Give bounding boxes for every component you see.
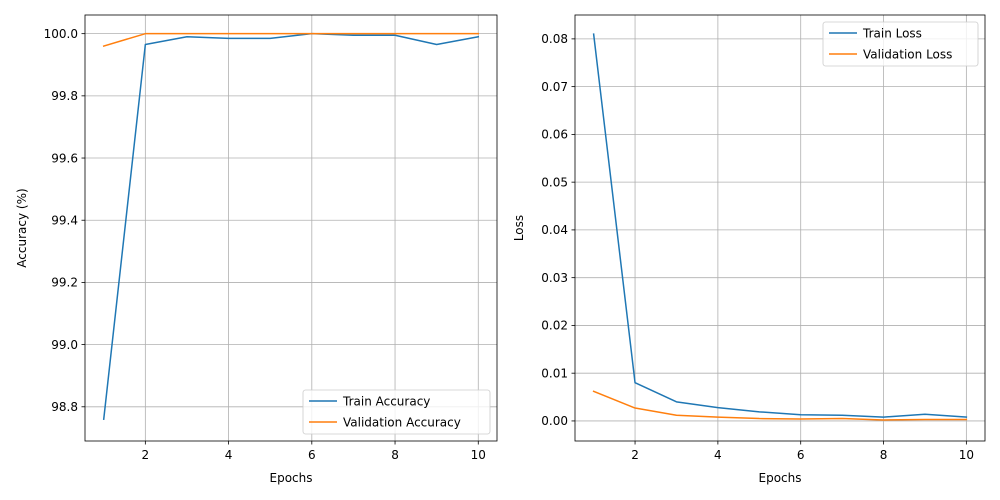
- loss-legend: Train Loss Validation Loss: [822, 21, 979, 67]
- accuracy-y-axis-label: Accuracy (%): [15, 188, 29, 267]
- accuracy-y-tick-label: 98.8: [51, 400, 78, 414]
- loss-x-tick-label: 4: [714, 448, 722, 462]
- accuracy-x-tick-label: 6: [308, 448, 316, 462]
- loss-y-tick-label: 0.06: [541, 128, 568, 142]
- loss-x-tick-label: 10: [959, 448, 974, 462]
- accuracy-series-validation-line: [102, 32, 480, 48]
- accuracy-y-tick-label: 99.0: [51, 338, 78, 352]
- loss-x-axis-label: Epochs: [759, 471, 802, 485]
- loss-x-tick-label: 8: [880, 448, 888, 462]
- accuracy-legend-box: [302, 389, 491, 435]
- accuracy-x-tick-label: 10: [471, 448, 486, 462]
- accuracy-y-tick-label: 99.6: [51, 151, 78, 165]
- loss-y-tick-label: 0.05: [541, 175, 568, 189]
- accuracy-legend-label-validation: Validation Accuracy: [343, 415, 461, 429]
- loss-chart: 2 4 6 8 10 0.00 0.01 0.02 0.03 0.04 0.05 0.06 0.07 0.…: [512, 14, 986, 485]
- accuracy-chart: 2 4 6 8 10 98.8 99.0 99.2 99.4 99.6 99.8 100.0 Epoch…: [15, 14, 498, 485]
- accuracy-x-tick-label: 4: [225, 448, 233, 462]
- loss-y-tick-label: 0.07: [541, 80, 568, 94]
- loss-y-tick-label: 0.01: [541, 366, 568, 380]
- loss-y-tick-label: 0.03: [541, 271, 568, 285]
- loss-legend-label-validation: Validation Loss: [863, 47, 952, 61]
- accuracy-y-tick-label: 99.8: [51, 89, 78, 103]
- loss-x-tick-label: 2: [631, 448, 639, 462]
- loss-x-tick-label: 6: [797, 448, 805, 462]
- accuracy-axes-frame: [84, 14, 498, 442]
- accuracy-x-axis-label: Epochs: [270, 471, 313, 485]
- accuracy-x-tick-label: 8: [391, 448, 399, 462]
- accuracy-series-train-line: [102, 32, 480, 421]
- accuracy-legend: Train Accuracy Validation Accuracy: [302, 389, 491, 435]
- accuracy-y-tick-label: 99.4: [51, 214, 78, 228]
- loss-axes-frame: [574, 14, 986, 442]
- loss-y-tick-label: 0.02: [541, 319, 568, 333]
- loss-y-axis-label: Loss: [512, 215, 526, 241]
- loss-y-tick-label: 0.08: [541, 32, 568, 46]
- loss-legend-label-train: Train Loss: [862, 26, 922, 40]
- accuracy-y-tick-label: 100.0: [44, 27, 78, 41]
- accuracy-y-tick-label: 99.2: [51, 276, 78, 290]
- loss-series-validation-line: [592, 390, 968, 421]
- accuracy-legend-label-train: Train Accuracy: [342, 394, 430, 408]
- loss-series-train-line: [592, 33, 968, 418]
- accuracy-x-tick-label: 2: [142, 448, 150, 462]
- loss-y-tick-label: 0.00: [541, 414, 568, 428]
- loss-legend-box: [822, 21, 979, 67]
- loss-y-tick-label: 0.04: [541, 223, 568, 237]
